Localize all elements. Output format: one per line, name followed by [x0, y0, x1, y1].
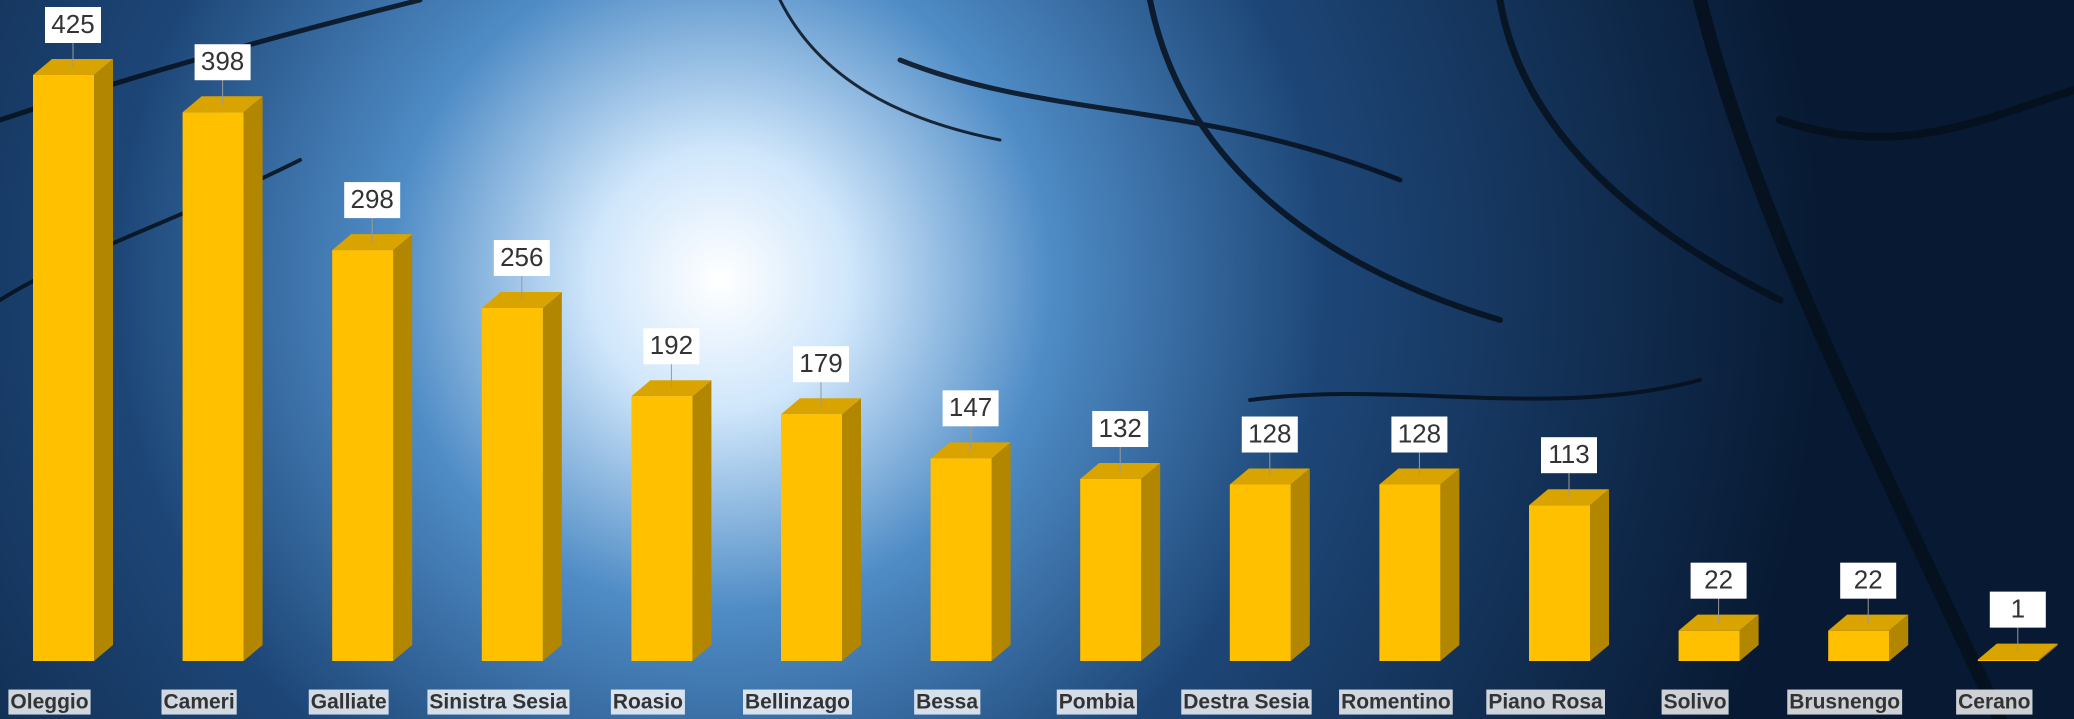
x-tick-label-bg: [427, 689, 570, 715]
data-label-box: [1241, 416, 1298, 453]
data-label-box: [1989, 591, 2046, 628]
bar: [1379, 484, 1441, 661]
bar-side: [1590, 489, 1609, 661]
bar-side: [692, 380, 712, 661]
data-label-box: [344, 182, 401, 219]
data-label: 179: [799, 348, 842, 378]
bar-side: [1290, 468, 1310, 661]
bar: [1080, 478, 1142, 661]
data-label: 132: [1099, 413, 1142, 443]
bar-side: [94, 59, 113, 661]
data-label-box: [1690, 562, 1747, 599]
data-label-box: [942, 390, 999, 427]
data-label-box: [194, 44, 251, 81]
x-tick-label: Solivo: [1664, 691, 1727, 714]
x-tick-label: Cameri: [163, 691, 234, 714]
data-label: 425: [51, 9, 94, 39]
x-tick-label: Romentino: [1341, 691, 1451, 714]
x-tick-label: Brusnengo: [1789, 691, 1900, 714]
data-label: 22: [1704, 565, 1733, 595]
x-tick-label-bg: [161, 689, 237, 715]
bar: [1529, 505, 1590, 661]
x-tick-label-bg: [308, 689, 389, 715]
bar-side: [1739, 614, 1759, 661]
x-tick-label-bg: [1181, 689, 1312, 715]
data-label: 298: [351, 184, 394, 214]
x-tick-label-bg: [8, 689, 91, 715]
x-tick-label-bg: [1787, 689, 1903, 715]
x-tick-label-bg: [1339, 689, 1453, 715]
data-label-box: [793, 346, 849, 383]
bar: [1678, 630, 1740, 661]
x-tick-label-bg: [1956, 689, 2033, 715]
data-label: 398: [201, 46, 244, 76]
x-tick-label: Roasio: [613, 691, 683, 714]
bar: [332, 250, 394, 661]
bar: [182, 112, 244, 662]
data-label: 256: [500, 242, 543, 272]
bar: [781, 414, 842, 661]
x-tick-label-bg: [742, 689, 853, 715]
bar-side: [991, 442, 1011, 661]
bar-side: [1889, 614, 1909, 661]
x-tick-label-bg: [1661, 689, 1729, 715]
bar: [33, 75, 94, 661]
bar: [1229, 484, 1291, 661]
bar: [930, 458, 992, 661]
x-tick-label-bg: [1486, 689, 1605, 715]
data-label: 128: [1398, 418, 1441, 448]
data-label-box: [493, 240, 550, 277]
bar-side: [243, 96, 263, 662]
x-tick-label: Destra Sesia: [1183, 691, 1309, 714]
bar: [1828, 630, 1890, 661]
data-label-box: [1391, 416, 1448, 453]
data-label: 147: [949, 392, 992, 422]
data-label-box: [643, 328, 700, 365]
x-tick-label: Galliate: [311, 691, 387, 714]
x-tick-label-bg: [1056, 689, 1137, 715]
bar-side: [1440, 468, 1460, 661]
bar: [481, 308, 543, 661]
x-tick-label: Piano Rosa: [1488, 691, 1603, 714]
bar-side: [542, 292, 562, 661]
data-label-box: [1092, 410, 1149, 447]
x-tick-label: Cerano: [1958, 691, 2030, 714]
data-label: 1: [2011, 593, 2025, 623]
x-tick-label: Oleggio: [10, 691, 88, 714]
data-label-box: [1541, 437, 1597, 474]
x-tick-label-bg: [914, 689, 981, 715]
bar: [631, 396, 693, 661]
bar: [1977, 659, 2039, 661]
x-tick-label: Bessa: [916, 691, 978, 714]
x-tick-label: Pombia: [1059, 691, 1135, 714]
bar-side: [842, 398, 861, 661]
data-label-box: [45, 7, 101, 43]
data-label: 128: [1248, 418, 1291, 448]
x-tick-label: Bellinzago: [745, 691, 850, 714]
bar-side: [2038, 643, 2058, 661]
data-label: 192: [650, 330, 693, 360]
data-label: 22: [1854, 565, 1883, 595]
bar-side: [393, 234, 413, 661]
data-label-box: [1840, 562, 1897, 599]
data-label: 113: [1548, 439, 1589, 469]
x-tick-label-bg: [610, 689, 685, 715]
x-tick-label: Sinistra Sesia: [429, 691, 567, 714]
bar-side: [1141, 462, 1161, 661]
